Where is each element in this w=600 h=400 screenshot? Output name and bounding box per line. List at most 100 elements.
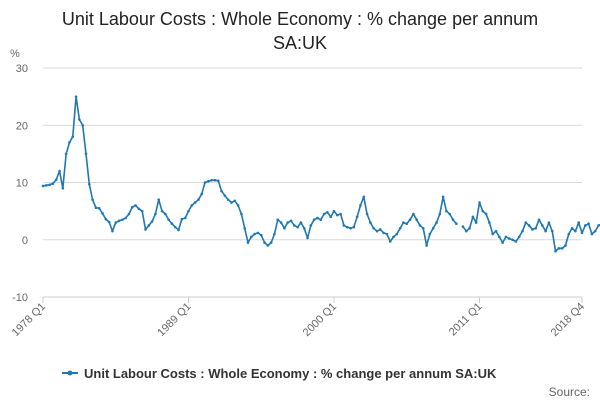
data-point [81, 123, 84, 127]
data-point [455, 222, 458, 226]
chart-title-line2: SA:UK [273, 33, 327, 53]
data-point [392, 235, 395, 239]
data-point [537, 218, 541, 222]
data-point [587, 222, 590, 226]
data-point [511, 238, 514, 242]
data-point [134, 204, 137, 207]
data-point [187, 209, 190, 213]
legend-swatch-marker [67, 370, 73, 376]
data-point [567, 232, 571, 236]
data-point [104, 217, 108, 221]
data-point [94, 206, 98, 209]
data-point [230, 201, 233, 204]
data-point [309, 224, 313, 227]
data-point [200, 192, 204, 196]
data-point [405, 222, 409, 226]
data-point [71, 135, 75, 138]
data-point [220, 189, 223, 193]
data-point [326, 210, 329, 214]
data-point [507, 237, 511, 240]
data-point [306, 236, 309, 240]
x-tick-label: 1978 Q1 [10, 301, 48, 339]
data-point [273, 232, 276, 236]
data-point [461, 225, 465, 228]
data-point [299, 221, 303, 224]
data-point [223, 194, 227, 197]
legend[interactable]: Unit Labour Costs : Whole Economy : % ch… [62, 366, 497, 381]
data-point [210, 178, 213, 182]
data-point [114, 221, 118, 224]
data-point [402, 221, 405, 224]
data-point [564, 244, 567, 247]
series-line [42, 95, 457, 247]
data-point [398, 227, 402, 230]
data-point [207, 180, 210, 183]
y-tick-label: 20 [16, 120, 28, 132]
data-point [164, 212, 167, 216]
data-point [236, 204, 240, 207]
data-point [375, 229, 379, 233]
data-point [524, 221, 528, 224]
data-point [570, 227, 574, 230]
data-point [78, 118, 81, 121]
data-point [488, 221, 491, 224]
data-point [584, 224, 587, 227]
data-point [150, 220, 154, 223]
x-tick-label: 2000 Q1 [301, 301, 339, 339]
data-point [521, 229, 524, 233]
data-point [216, 179, 220, 183]
data-point [481, 209, 485, 213]
data-point [246, 241, 250, 244]
data-point [180, 217, 184, 221]
data-point [173, 225, 177, 229]
data-point [124, 216, 127, 220]
data-point [494, 229, 498, 233]
y-tick-label: -10 [12, 292, 28, 304]
data-point [302, 227, 306, 230]
data-point [64, 152, 68, 156]
data-point [58, 169, 61, 173]
data-point [332, 209, 336, 213]
data-point [412, 212, 415, 216]
data-point [190, 204, 194, 207]
data-point [286, 221, 290, 224]
data-point [395, 232, 399, 236]
data-point [193, 201, 197, 204]
data-point [590, 232, 594, 236]
data-point [593, 229, 597, 233]
data-point [322, 212, 326, 216]
series-line [462, 201, 600, 252]
data-point [243, 227, 247, 230]
data-point [435, 221, 438, 224]
data-point [474, 221, 478, 224]
data-point [531, 228, 534, 231]
data-point [550, 229, 554, 233]
data-point [45, 184, 48, 187]
data-point [154, 212, 157, 216]
data-point [365, 212, 369, 216]
data-point [445, 209, 448, 213]
data-point [87, 182, 91, 186]
data-point [61, 186, 65, 190]
data-point [157, 198, 161, 201]
data-point [240, 212, 243, 216]
data-point [127, 212, 131, 216]
data-point [372, 227, 375, 230]
data-point [547, 221, 551, 224]
data-point [130, 205, 134, 209]
data-point [197, 198, 200, 201]
data-point [421, 227, 425, 230]
data-point [167, 218, 170, 222]
data-point [362, 195, 366, 199]
data-point [408, 218, 412, 222]
x-tick-label: 1989 Q1 [155, 301, 193, 339]
data-point [359, 204, 362, 207]
data-point [554, 249, 557, 253]
data-point [355, 215, 359, 219]
data-point [415, 218, 418, 222]
data-point [177, 228, 180, 232]
data-point [428, 232, 432, 236]
series-layer [41, 95, 600, 253]
data-point [541, 224, 544, 227]
data-point [213, 178, 217, 182]
